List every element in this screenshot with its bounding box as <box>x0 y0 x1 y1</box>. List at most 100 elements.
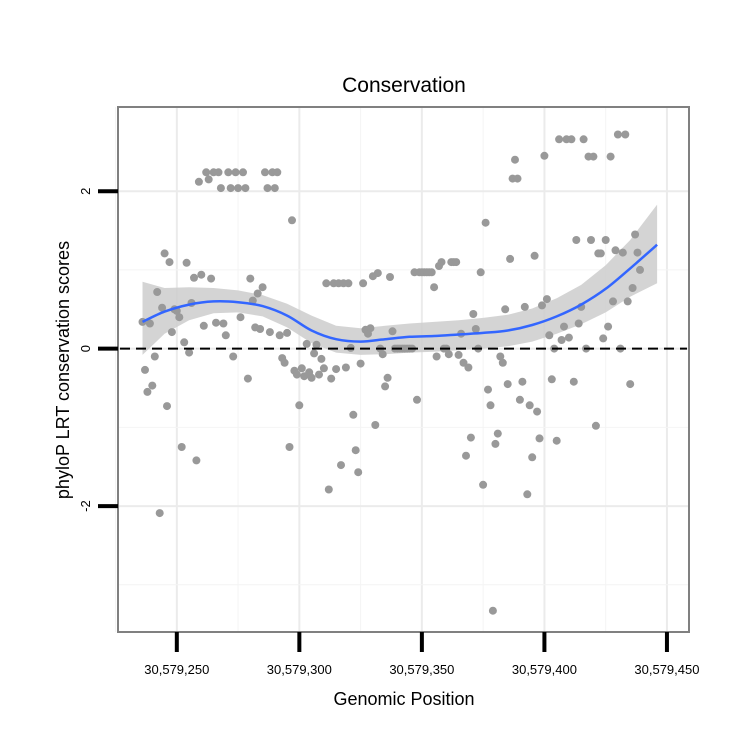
data-point <box>231 168 240 177</box>
data-point <box>265 328 274 337</box>
data-point <box>572 236 581 244</box>
confidence-band <box>142 204 658 355</box>
data-point <box>310 349 319 358</box>
data-point <box>344 279 353 288</box>
data-point <box>540 151 549 160</box>
data-point <box>383 373 392 382</box>
data-point <box>530 251 539 260</box>
data-point <box>535 434 544 443</box>
data-point <box>633 248 642 257</box>
data-point <box>207 274 216 283</box>
x-tick-label: 30,579,450 <box>634 662 699 677</box>
y-axis-label: phyloP LRT conservation scores <box>53 241 73 499</box>
data-point <box>430 283 439 292</box>
data-point <box>229 352 238 361</box>
data-point <box>589 152 598 161</box>
data-point <box>381 382 390 391</box>
data-point <box>528 453 537 462</box>
x-tick-label: 30,579,300 <box>267 662 332 677</box>
data-point <box>275 331 284 340</box>
data-point <box>366 324 375 333</box>
data-point <box>496 352 505 361</box>
data-point <box>469 310 478 318</box>
data-point <box>145 319 154 328</box>
data-point <box>224 168 233 177</box>
data-points <box>138 130 644 615</box>
data-point <box>150 352 159 361</box>
data-point <box>192 456 201 465</box>
data-point <box>591 421 600 430</box>
data-point <box>386 273 394 281</box>
data-point <box>143 387 152 396</box>
data-point <box>283 328 292 337</box>
data-point <box>167 328 176 337</box>
data-point <box>427 268 436 277</box>
data-point <box>503 380 512 389</box>
data-point <box>180 338 189 347</box>
data-point <box>533 407 542 416</box>
data-point <box>256 325 265 333</box>
data-point <box>466 433 475 442</box>
data-point <box>216 184 225 193</box>
data-point <box>351 446 360 455</box>
data-point <box>462 451 470 460</box>
data-point <box>542 295 551 304</box>
data-point <box>523 490 532 499</box>
data-point <box>165 258 174 267</box>
data-point <box>197 270 206 279</box>
y-tick-label: 2 <box>78 188 93 195</box>
data-point <box>413 395 421 404</box>
data-point <box>288 216 296 225</box>
data-point <box>148 381 157 390</box>
data-point <box>319 364 328 373</box>
data-point <box>332 365 341 374</box>
data-point <box>219 319 228 328</box>
data-point <box>175 313 184 322</box>
data-point <box>280 358 289 367</box>
data-point <box>371 421 380 429</box>
data-point <box>555 135 564 144</box>
data-point <box>613 130 622 139</box>
data-point <box>317 354 326 363</box>
data-point <box>190 273 198 282</box>
data-point <box>327 374 336 383</box>
data-point <box>587 236 595 244</box>
data-point <box>481 218 490 227</box>
data-point <box>226 184 235 193</box>
data-point <box>341 363 350 372</box>
data-point <box>258 283 267 292</box>
data-point <box>432 352 441 361</box>
data-point <box>246 274 255 283</box>
data-point <box>158 303 167 312</box>
data-point <box>373 269 382 278</box>
data-point <box>378 350 387 359</box>
data-point <box>444 350 453 359</box>
data-point <box>185 348 194 357</box>
data-point <box>141 365 149 374</box>
data-point <box>297 364 306 373</box>
data-point <box>545 331 554 340</box>
data-point <box>322 279 331 288</box>
smooth-trend-line <box>141 243 658 343</box>
data-point <box>596 249 605 258</box>
data-point <box>295 401 304 410</box>
data-point <box>606 152 615 161</box>
data-point <box>307 373 316 382</box>
data-point <box>604 322 613 331</box>
data-point <box>452 258 461 267</box>
data-point <box>491 439 500 448</box>
data-point <box>199 321 208 330</box>
data-point <box>557 336 566 344</box>
data-point <box>569 377 578 386</box>
data-point <box>599 334 608 343</box>
data-point <box>574 319 583 328</box>
data-point <box>609 297 617 306</box>
data-point <box>285 443 294 451</box>
data-point <box>324 485 333 494</box>
data-point <box>212 318 220 327</box>
data-point <box>270 184 279 193</box>
data-point <box>631 230 640 239</box>
data-point <box>204 175 213 184</box>
data-point <box>214 168 223 177</box>
data-point <box>511 155 519 164</box>
